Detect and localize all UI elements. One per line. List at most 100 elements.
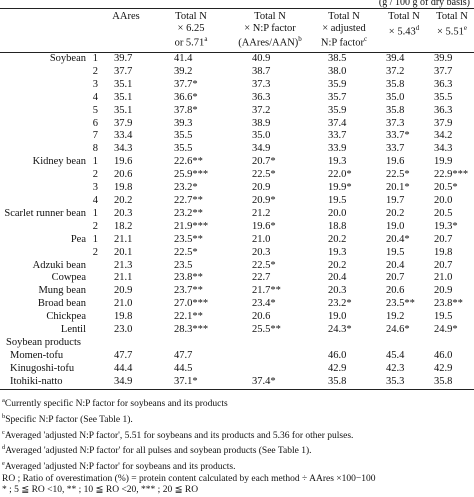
value-cell: 20.7 [434, 233, 453, 245]
value-cell: 40.9 [252, 53, 271, 64]
value-cell: 37.3 [386, 117, 405, 129]
value-cell: 20.9* [252, 194, 276, 206]
value-cell: 19.3 [328, 246, 347, 258]
value-cell: 35.0 [386, 91, 405, 103]
value-cell: 25.9*** [174, 169, 209, 181]
value-cell: 44.4 [114, 362, 133, 374]
value-cell: 36.3 [252, 91, 271, 103]
value-cell: 37.9 [114, 117, 133, 129]
value-cell: 37.7 [114, 65, 133, 77]
value-cell: 42.3 [386, 362, 405, 374]
value-cell: 23.8** [434, 298, 463, 310]
value-cell: 42.9 [434, 362, 453, 374]
value-cell: 38.9 [252, 117, 271, 129]
value-cell: 34.9 [100, 375, 152, 390]
value-cell: 35.8 [430, 375, 474, 390]
value-cell: 19.6* [252, 220, 276, 232]
row-label: 2 [0, 169, 100, 182]
value-cell: 20.6 [114, 169, 133, 181]
value-cell: 39.2 [174, 65, 193, 77]
footnote-mark: a [2, 397, 5, 404]
value-cell: 21.0 [114, 298, 133, 310]
unit-note: (g / 100 g of dry basis) [378, 0, 470, 8]
value-cell: 37.8* [174, 104, 198, 116]
row-name: Broad bean [37, 298, 86, 310]
header-line: AAres [112, 11, 140, 22]
value-cell: 20.3 [114, 207, 133, 219]
row-name: Lentil [60, 324, 86, 336]
empty-cell [230, 350, 310, 363]
header-line: × 5.43 [388, 26, 416, 37]
value-cell: 37.1* [152, 375, 230, 390]
row-number: 1 [92, 207, 98, 219]
value-cell: 38.7 [252, 65, 271, 77]
column-header: Total N × 6.25 or 5.71a [152, 8, 230, 53]
value-cell: 37.2 [386, 65, 405, 77]
value-cell: 23.8** [174, 272, 203, 284]
value-cell: 20.1 [114, 246, 133, 258]
table-row: 3 35.1 37.7* 37.3 35.9 35.8 36.3 [0, 79, 474, 92]
value-cell: 22.5* [386, 169, 410, 181]
table-row: Pea 1 21.1 23.5** 21.0 20.2 20.4* 20.7 [0, 234, 474, 247]
value-cell: 20.7 [386, 272, 405, 284]
value-cell: 20.3 [328, 285, 347, 297]
row-name: Cowpea [51, 272, 86, 284]
value-cell: 21.0 [434, 272, 453, 284]
value-cell: 22.5* [252, 259, 276, 271]
value-cell: 21.2 [252, 207, 271, 219]
data-table: AAres Total N × 6.25 or 5.71a Total N × N:P f… [0, 8, 474, 390]
row-label: Itohiki-natto [0, 375, 100, 390]
row-number: 1 [92, 156, 98, 168]
value-cell: 22.9*** [434, 169, 469, 181]
value-cell: 36.6* [174, 91, 198, 103]
table-row: 2 18.2 21.9*** 19.6* 18.8 19.0 19.3* [0, 221, 474, 234]
value-cell: 21.0 [252, 233, 271, 245]
value-cell: 21.3 [114, 259, 133, 271]
value-cell: 35.1 [114, 91, 133, 103]
table-row: 5 35.1 37.8* 37.2 35.9 35.8 36.3 [0, 105, 474, 118]
value-cell: 21.1 [114, 272, 133, 284]
header-line: Total N [254, 11, 286, 22]
header-blank [0, 8, 100, 53]
value-cell: 22.7** [174, 194, 203, 206]
value-cell: 35.5 [174, 143, 193, 155]
table-row: 7 33.4 35.5 35.0 33.7 33.7* 34.2 [0, 130, 474, 143]
value-cell: 47.7 [114, 349, 133, 361]
footnote: RO ; Ratio of overestimation (%) = prote… [2, 474, 375, 486]
footnote-text: Averaged 'adjusted N:P factor' for soybe… [4, 462, 236, 473]
footnote: eAveraged 'adjusted N:P factor' for soyb… [2, 458, 375, 474]
value-cell: 45.4 [386, 349, 405, 361]
row-number: 3 [92, 78, 98, 90]
value-cell: 20.2 [386, 207, 405, 219]
value-cell: 39.9 [434, 53, 453, 64]
footnote-mark: c [2, 428, 5, 436]
value-cell: 24.6* [386, 324, 410, 336]
header-line: Total N [436, 11, 468, 22]
value-cell: 36.3 [434, 104, 453, 116]
header-line: N:P factor [320, 37, 364, 49]
table-row: Chickpea 19.8 22.1** 20.6 19.0 19.2 19.5 [0, 311, 474, 324]
value-cell: 19.6 [386, 156, 405, 168]
table-row: Soybean products [0, 337, 474, 350]
row-label: Momen-tofu [10, 349, 64, 361]
value-cell: 20.2 [328, 233, 347, 245]
value-cell: 22.7 [252, 272, 271, 284]
row-label: 2 [0, 221, 100, 234]
header-line: × N:P factor [244, 22, 296, 34]
row-name: Adzuki bean [32, 259, 86, 271]
value-cell: 20.6 [386, 285, 405, 297]
row-number: 2 [92, 169, 98, 181]
value-cell: 19.5 [434, 311, 453, 323]
row-number: 1 [92, 53, 98, 64]
footnote-text: Currently specific N:P factor for soybea… [4, 399, 228, 410]
value-cell: 20.3 [252, 246, 271, 258]
value-cell: 23.2** [174, 207, 203, 219]
row-number: 5 [92, 104, 98, 116]
value-cell: 36.3 [434, 78, 453, 90]
row-number: 2 [92, 65, 98, 77]
value-cell: 23.5 [174, 259, 193, 271]
header-line: × 6.25 [177, 22, 205, 34]
value-cell: 37.7* [174, 78, 198, 90]
footnote-mark: a [204, 35, 208, 43]
value-cell: 20.9 [434, 285, 453, 297]
